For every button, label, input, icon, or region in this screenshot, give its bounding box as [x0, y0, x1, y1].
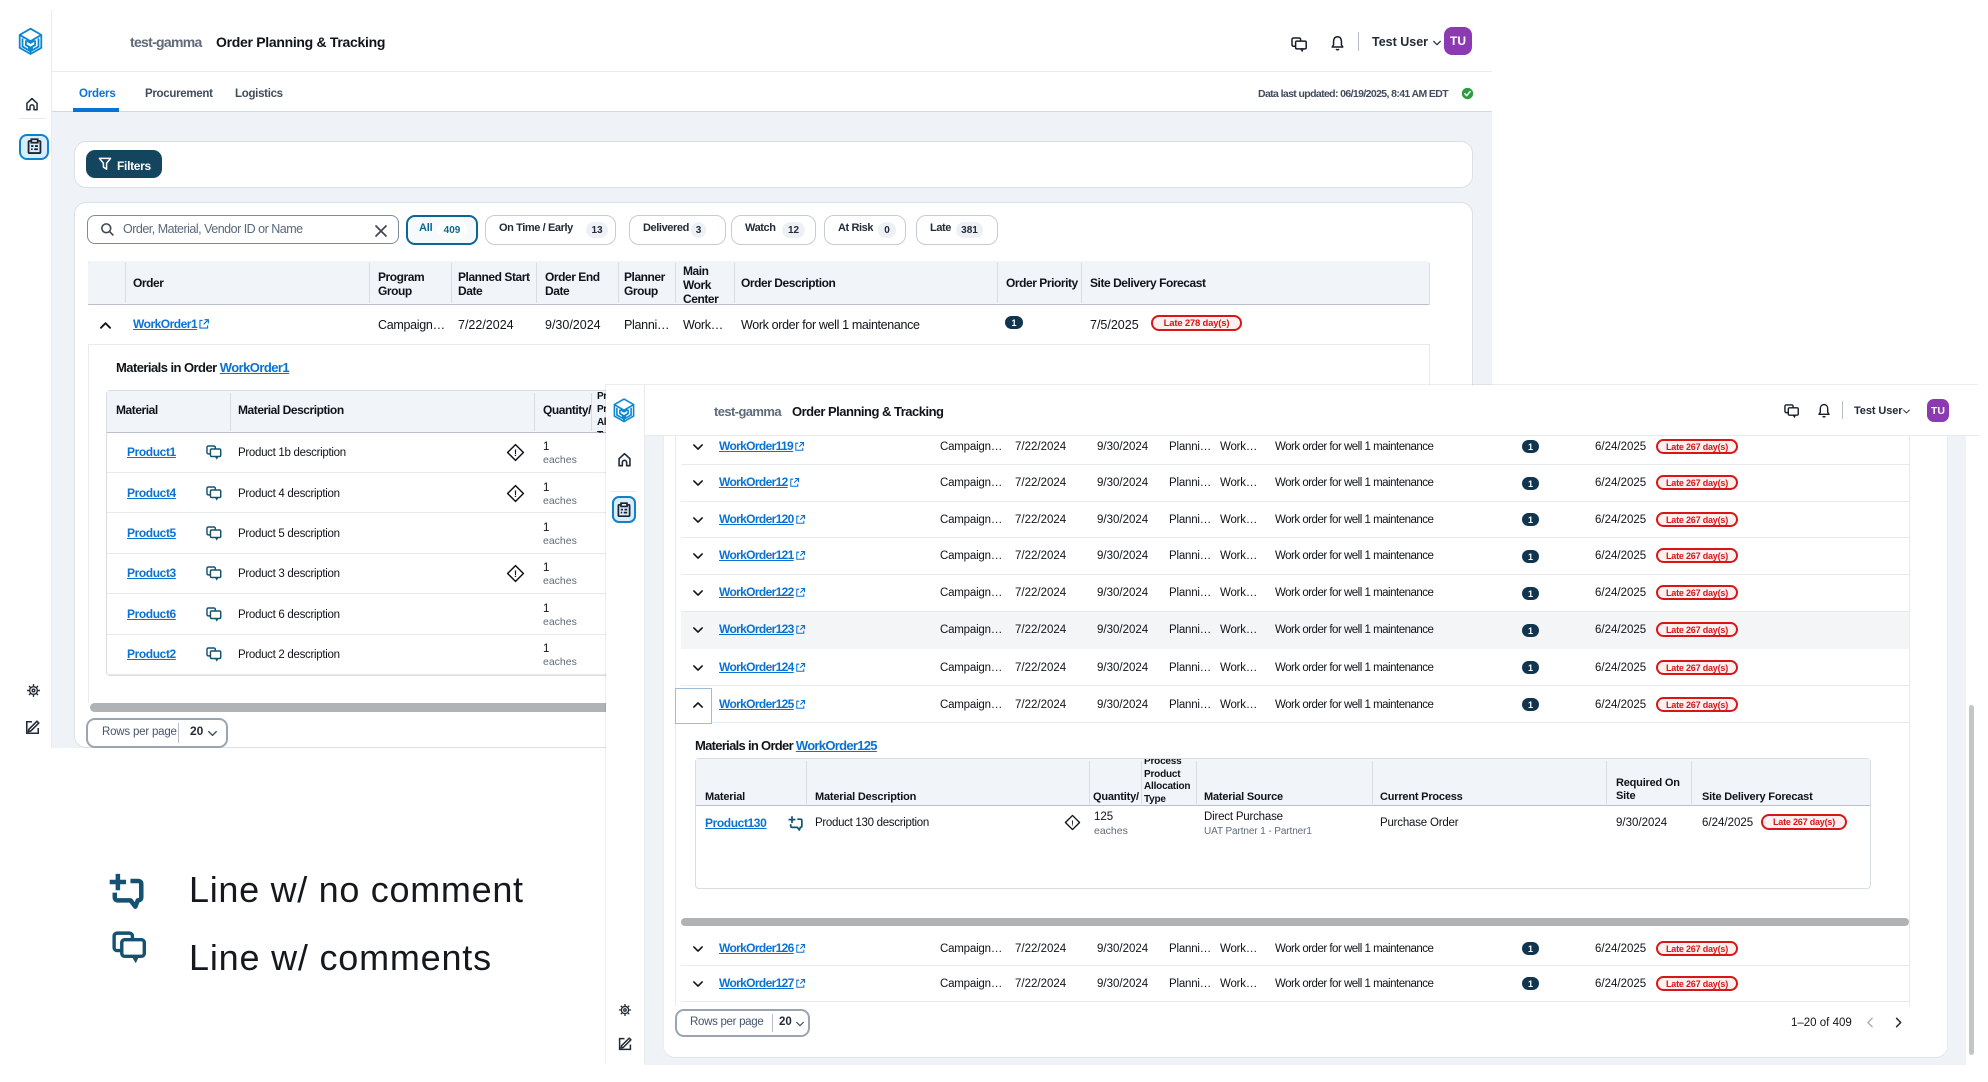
svg-text:!: !	[1071, 820, 1073, 828]
svg-text:!: !	[514, 448, 517, 458]
svg-text:!: !	[514, 569, 517, 579]
svg-text:!: !	[514, 489, 517, 499]
